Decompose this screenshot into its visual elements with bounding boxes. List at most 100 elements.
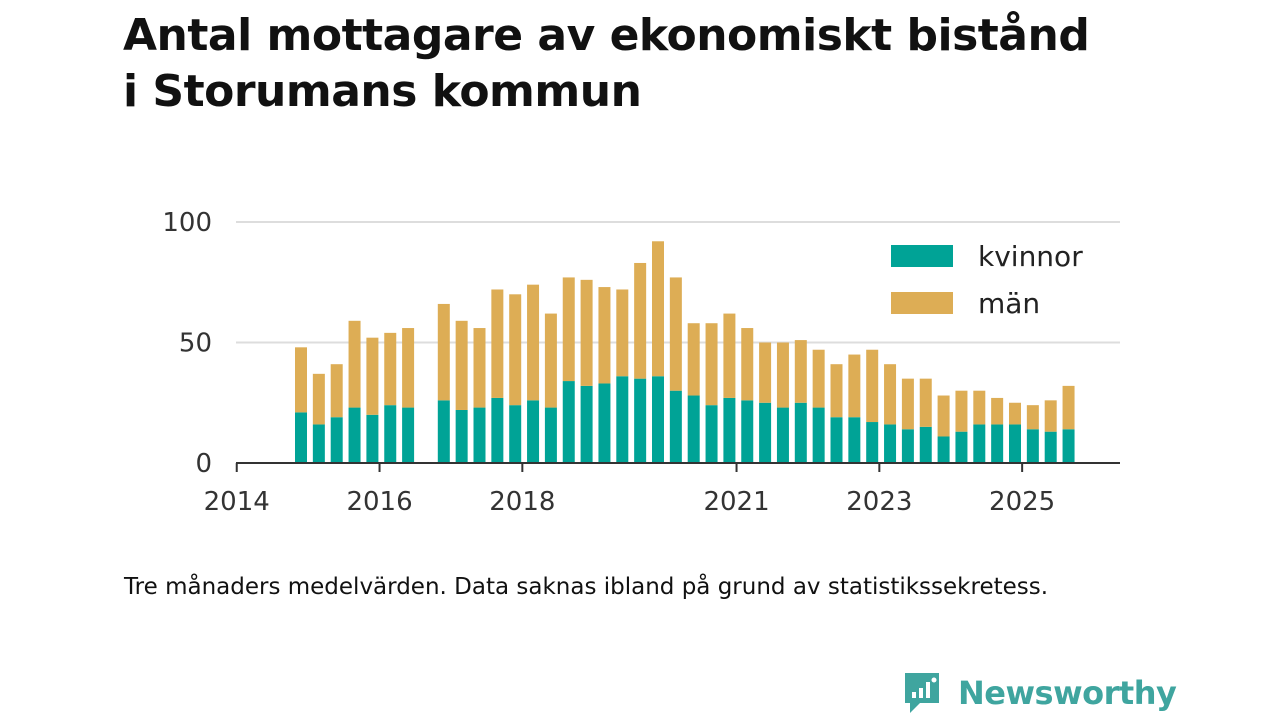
legend-label-kvinnor: kvinnor	[978, 240, 1083, 273]
bar-man	[348, 320, 361, 408]
chart-title-line-1: Antal mottagare av ekonomiskt bistånd	[123, 10, 1090, 61]
bar-kvinnor	[776, 407, 789, 463]
bar-kvinnor	[437, 400, 450, 463]
bar-man	[919, 378, 932, 427]
y-tick-label: 100	[162, 208, 212, 238]
x-tick-label: 2023	[846, 487, 912, 517]
bar-kvinnor	[580, 385, 593, 463]
bar-man	[830, 364, 843, 418]
bar-man	[1062, 385, 1075, 430]
bar-man	[312, 373, 325, 425]
chart-caption: Tre månaders medelvärden. Data saknas ib…	[124, 574, 1049, 600]
bar-man	[402, 328, 415, 408]
bar-man	[812, 349, 825, 408]
bar-kvinnor	[562, 381, 575, 463]
bar-man	[544, 313, 557, 408]
legend-label-man: män	[978, 287, 1040, 320]
bar-man	[687, 323, 700, 396]
legend-swatch-kvinnor	[891, 245, 953, 267]
bar-man	[295, 347, 307, 413]
bar-kvinnor	[366, 414, 379, 463]
newsworthy-logo-icon	[905, 673, 939, 713]
y-tick-label: 0	[195, 449, 212, 479]
bar-kvinnor	[455, 409, 468, 463]
bar-kvinnor	[527, 400, 540, 463]
bar-man	[455, 320, 468, 410]
bar-kvinnor	[616, 376, 629, 463]
bar-man	[937, 395, 950, 437]
bar-kvinnor	[509, 405, 522, 463]
x-tick-label: 2021	[703, 487, 769, 517]
bar-man	[598, 287, 611, 384]
bar-kvinnor	[955, 431, 968, 463]
bar-kvinnor	[919, 426, 932, 463]
x-tick-label: 2025	[989, 487, 1055, 517]
bar-man	[884, 364, 897, 425]
bar-man	[866, 349, 879, 423]
bar-kvinnor	[794, 402, 807, 463]
bar-kvinnor	[884, 424, 897, 463]
bar-kvinnor	[901, 429, 914, 463]
bar-man	[330, 364, 343, 418]
bar-man	[669, 277, 682, 391]
bar-kvinnor	[705, 405, 718, 463]
bar-kvinnor	[348, 407, 361, 463]
bar-kvinnor	[384, 405, 397, 463]
bar-kvinnor	[1062, 429, 1075, 463]
bar-man	[1026, 405, 1039, 430]
bar-kvinnor	[652, 376, 664, 463]
bar-kvinnor	[1026, 429, 1039, 463]
bar-kvinnor	[312, 424, 325, 463]
x-tick-label: 2016	[346, 487, 412, 517]
bar-kvinnor	[544, 407, 557, 463]
brand-logo: Newsworthy	[902, 670, 1177, 716]
bar-man	[473, 328, 486, 408]
x-tick-label: 2014	[204, 487, 270, 517]
bar-kvinnor	[991, 424, 1004, 463]
bar-kvinnor	[812, 407, 825, 463]
bar-kvinnor	[491, 397, 504, 463]
bar-man	[1009, 402, 1021, 425]
x-tick-label: 2018	[489, 487, 555, 517]
bar-man	[384, 332, 397, 406]
bar-man	[794, 340, 807, 403]
bar-man	[652, 241, 664, 377]
bar-man	[723, 313, 736, 398]
bar-kvinnor	[687, 395, 700, 463]
chart-title: Antal mottagare av ekonomiskt bistånd i …	[123, 8, 1183, 120]
bar-kvinnor	[295, 412, 307, 463]
bar-man	[616, 289, 629, 377]
bar-kvinnor	[669, 390, 682, 463]
bar-man	[1044, 400, 1057, 432]
bar-man	[527, 284, 540, 401]
bar-kvinnor	[973, 424, 986, 463]
bar-man	[437, 303, 450, 401]
bar-man	[741, 328, 754, 401]
bar-man	[509, 294, 522, 406]
y-tick-label: 50	[179, 329, 212, 359]
bar-man	[991, 397, 1004, 425]
chart-title-line-2: i Storumans kommun	[123, 66, 642, 117]
bar-man	[562, 277, 575, 382]
bar-man	[705, 323, 718, 406]
bar-kvinnor	[634, 378, 647, 463]
bar-kvinnor	[402, 407, 415, 463]
bar-kvinnor	[1009, 424, 1021, 463]
bar-man	[901, 378, 914, 430]
axes: 0 50 100 2014 2016 2018 2021 2023 2025	[162, 208, 1120, 517]
bar-man	[491, 289, 504, 398]
bar-kvinnor	[1044, 431, 1057, 463]
bar-man	[759, 342, 772, 403]
bar-kvinnor	[866, 422, 879, 463]
bar-man	[634, 262, 647, 379]
bar-kvinnor	[830, 417, 843, 463]
bar-man	[366, 337, 379, 415]
stacked-bar-chart: 0 50 100 2014 2016 2018 2021 2023 2025 kvinnor mä…	[162, 208, 1120, 517]
bar-man	[973, 390, 986, 425]
bar-kvinnor	[741, 400, 754, 463]
bar-man	[848, 354, 861, 418]
bar-kvinnor	[759, 402, 772, 463]
bar-kvinnor	[473, 407, 486, 463]
bars	[295, 241, 1075, 463]
legend: kvinnor män	[891, 240, 1083, 320]
